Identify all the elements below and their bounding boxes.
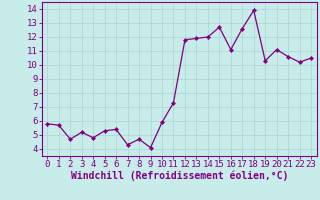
X-axis label: Windchill (Refroidissement éolien,°C): Windchill (Refroidissement éolien,°C): [70, 171, 288, 181]
